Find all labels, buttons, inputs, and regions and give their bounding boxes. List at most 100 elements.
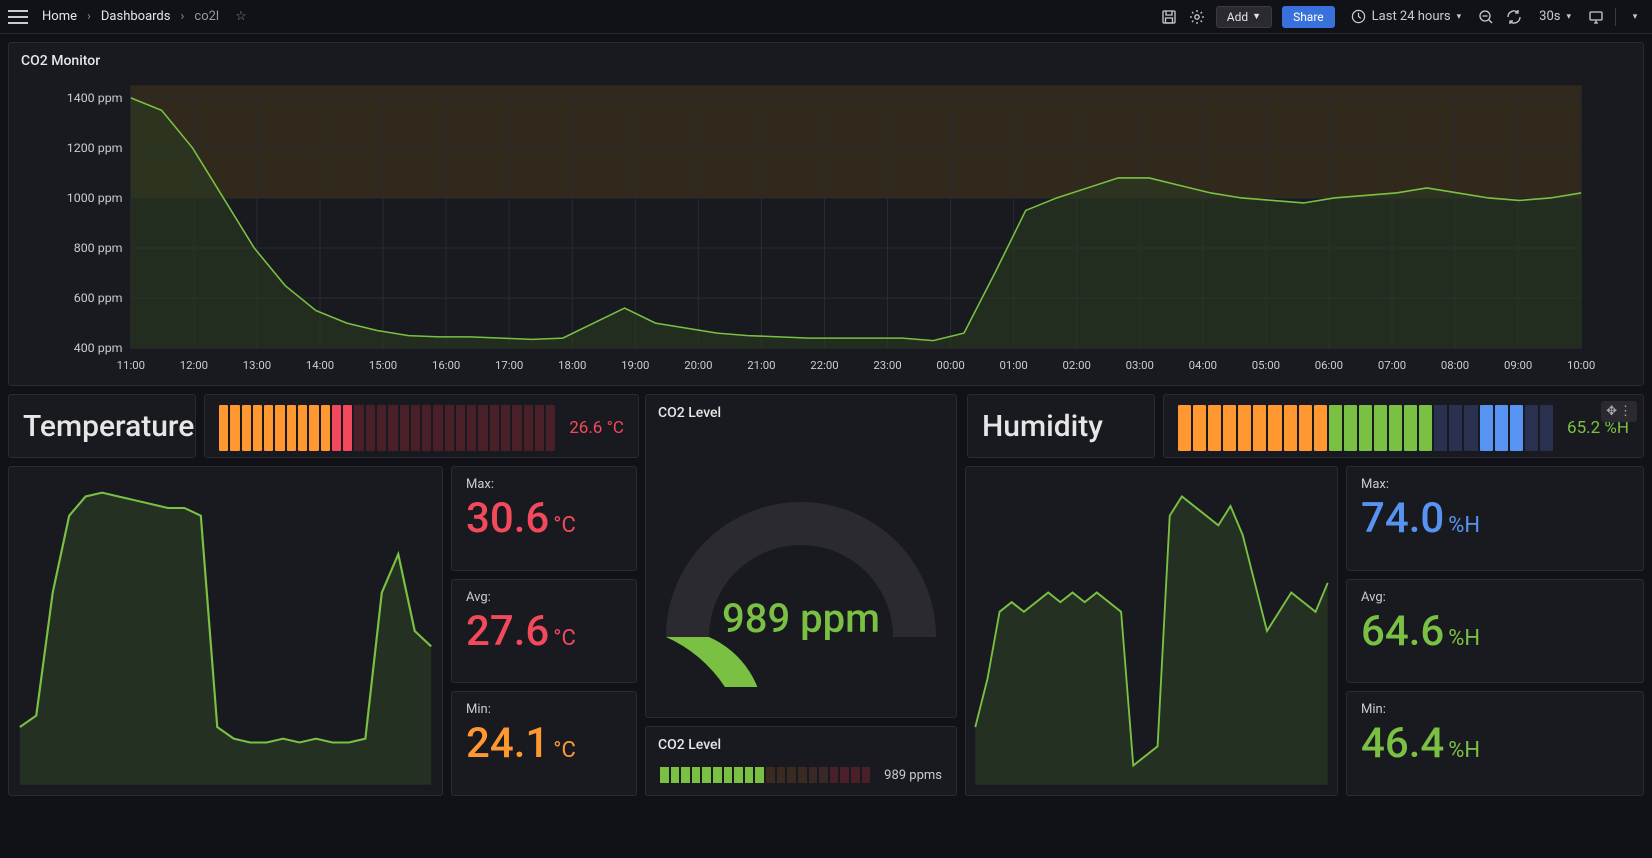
co2-level-value: 989 ppms: [884, 768, 942, 783]
temperature-title-panel: Temperature: [8, 394, 196, 458]
svg-text:23:00: 23:00: [873, 358, 901, 372]
svg-text:08:00: 08:00: [1441, 358, 1469, 372]
panel-title: Temperature: [9, 399, 208, 454]
chevron-down-icon: ▼: [1252, 11, 1261, 22]
svg-text:03:00: 03:00: [1126, 358, 1154, 372]
svg-text:20:00: 20:00: [684, 358, 712, 372]
svg-text:16:00: 16:00: [432, 358, 460, 372]
add-button[interactable]: Add ▼: [1216, 6, 1272, 28]
svg-text:11:00: 11:00: [117, 358, 145, 372]
refresh-icon[interactable]: [1505, 8, 1523, 26]
refresh-interval-label: 30s: [1539, 9, 1560, 24]
svg-text:07:00: 07:00: [1378, 358, 1406, 372]
co2-gauge: 989 ppm: [646, 427, 956, 717]
clock-icon: [1351, 9, 1366, 24]
temperature-bargauge-panel: 26.6 °C: [204, 394, 639, 458]
svg-text:01:00: 01:00: [999, 358, 1027, 372]
svg-text:05:00: 05:00: [1252, 358, 1280, 372]
svg-text:989 ppm: 989 ppm: [722, 595, 880, 642]
co2-chart[interactable]: 400 ppm600 ppm800 ppm1000 ppm1200 ppm140…: [19, 75, 1633, 375]
stat-label: Max:: [466, 477, 622, 492]
svg-text:14:00: 14:00: [306, 358, 334, 372]
temperature-max-panel: Max: 30.6°C: [451, 466, 637, 571]
stat-unit: °C: [553, 738, 576, 763]
chevron-down-icon[interactable]: ▾: [1626, 8, 1644, 26]
stat-value: 27.6: [466, 607, 549, 656]
svg-text:1200 ppm: 1200 ppm: [67, 141, 123, 156]
humidity-min-panel: Min: 46.4%H: [1346, 691, 1644, 796]
svg-text:13:00: 13:00: [243, 358, 271, 372]
stat-value: 24.1: [466, 719, 549, 768]
stat-unit: %H: [1448, 738, 1480, 763]
stat-label: Max:: [1361, 477, 1629, 492]
refresh-interval-picker[interactable]: 30s ▾: [1533, 9, 1577, 24]
humidity-title-panel: Humidity: [967, 394, 1155, 458]
chevron-right-icon: ›: [180, 9, 184, 24]
stat-label: Min:: [466, 702, 622, 717]
svg-text:21:00: 21:00: [747, 358, 775, 372]
topbar: Home › Dashboards › co2l ☆ Add ▼ Share La…: [0, 0, 1652, 34]
svg-text:22:00: 22:00: [810, 358, 838, 372]
chevron-down-icon: ▾: [1457, 12, 1462, 22]
more-icon[interactable]: ⋮: [1619, 404, 1632, 419]
temperature-chart-panel[interactable]: [8, 466, 443, 796]
share-button[interactable]: Share: [1282, 6, 1335, 28]
stat-label: Min:: [1361, 702, 1629, 717]
panel-title: CO2 Level: [646, 727, 956, 759]
svg-text:18:00: 18:00: [558, 358, 586, 372]
panel-title: Humidity: [968, 399, 1117, 454]
co2-level-bars: [660, 767, 870, 783]
svg-text:12:00: 12:00: [180, 358, 208, 372]
svg-text:800 ppm: 800 ppm: [74, 241, 123, 256]
chevron-down-icon: ▾: [1566, 12, 1571, 22]
temperature-bar-value: 26.6 °C: [569, 418, 624, 438]
move-icon[interactable]: ✥: [1606, 404, 1617, 419]
humidity-chart-panel[interactable]: [965, 466, 1338, 796]
temperature-min-panel: Min: 24.1°C: [451, 691, 637, 796]
monitor-icon[interactable]: [1587, 8, 1605, 26]
separator: [1615, 8, 1616, 26]
breadcrumb-home[interactable]: Home: [42, 9, 77, 24]
gear-icon[interactable]: [1188, 8, 1206, 26]
chevron-right-icon: ›: [87, 9, 91, 24]
svg-text:09:00: 09:00: [1504, 358, 1532, 372]
svg-text:19:00: 19:00: [621, 358, 649, 372]
stat-unit: °C: [553, 513, 576, 538]
humidity-bargauge-panel: 65.2 %H ✥ ⋮: [1163, 394, 1644, 458]
save-icon[interactable]: [1160, 8, 1178, 26]
svg-text:15:00: 15:00: [369, 358, 397, 372]
panel-title: CO2 Monitor: [9, 43, 1643, 75]
temperature-avg-panel: Avg: 27.6°C: [451, 579, 637, 684]
stat-value: 64.6: [1361, 607, 1444, 656]
humidity-max-panel: Max: 74.0%H: [1346, 466, 1644, 571]
add-label: Add: [1227, 10, 1248, 24]
stat-unit: %H: [1448, 626, 1480, 651]
menu-icon[interactable]: [8, 10, 28, 24]
star-icon[interactable]: ☆: [235, 9, 247, 24]
time-range-label: Last 24 hours: [1372, 9, 1451, 24]
stat-label: Avg:: [466, 590, 622, 605]
humidity-bars: [1178, 405, 1553, 451]
temperature-bars: [219, 405, 555, 451]
stat-value: 46.4: [1361, 719, 1444, 768]
zoom-out-icon[interactable]: [1477, 8, 1495, 26]
stat-unit: °C: [553, 626, 576, 651]
svg-text:1400 ppm: 1400 ppm: [67, 91, 123, 106]
svg-text:1000 ppm: 1000 ppm: [67, 191, 123, 206]
breadcrumb-current[interactable]: co2l: [194, 9, 219, 24]
breadcrumb-dashboards[interactable]: Dashboards: [101, 9, 171, 24]
stat-value: 74.0: [1361, 494, 1444, 543]
stat-label: Avg:: [1361, 590, 1629, 605]
svg-text:06:00: 06:00: [1315, 358, 1343, 372]
svg-text:04:00: 04:00: [1189, 358, 1217, 372]
co2-gauge-panel: CO2 Level 989 ppm: [645, 394, 957, 718]
svg-text:600 ppm: 600 ppm: [74, 291, 123, 306]
time-range-picker[interactable]: Last 24 hours ▾: [1345, 9, 1467, 24]
co2-level-bar-panel: CO2 Level 989 ppms: [645, 726, 957, 796]
svg-text:17:00: 17:00: [495, 358, 523, 372]
humidity-avg-panel: Avg: 64.6%H: [1346, 579, 1644, 684]
svg-text:00:00: 00:00: [936, 358, 964, 372]
stat-value: 30.6: [466, 494, 549, 543]
stat-unit: %H: [1448, 513, 1480, 538]
co2-monitor-panel: CO2 Monitor 400 ppm600 ppm800 ppm1000 pp…: [8, 42, 1644, 386]
